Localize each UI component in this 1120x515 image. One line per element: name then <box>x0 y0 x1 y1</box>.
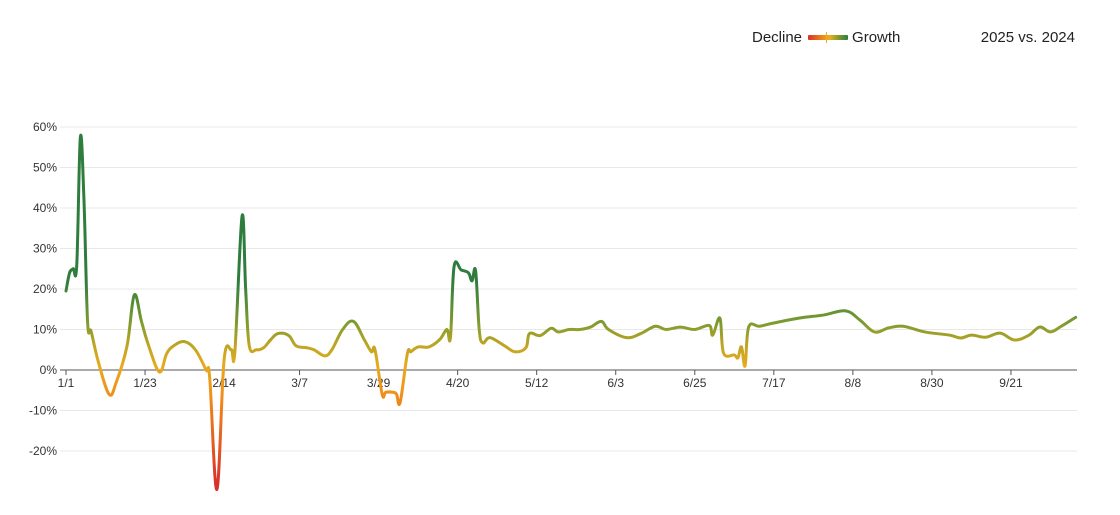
legend-gradient-bar <box>808 32 849 43</box>
y-tick-label: 20% <box>33 282 57 296</box>
x-tick-label: 8/8 <box>845 376 862 390</box>
x-tick-label: 8/30 <box>920 376 944 390</box>
x-tick-label: 2/14 <box>212 376 236 390</box>
x-tick-label: 4/20 <box>446 376 470 390</box>
series-line <box>64 133 1078 491</box>
y-tick-label: -20% <box>29 444 57 458</box>
y-tick-label: 50% <box>33 161 57 175</box>
x-tick-label: 3/7 <box>291 376 308 390</box>
y-tick-label: -10% <box>29 404 57 418</box>
y-tick-label: 0% <box>40 363 58 377</box>
x-tick-label: 6/25 <box>683 376 707 390</box>
y-tick-label: 40% <box>33 201 57 215</box>
y-tick-label: 30% <box>33 242 57 256</box>
x-tick-label: 1/23 <box>133 376 157 390</box>
x-tick-label: 5/12 <box>525 376 549 390</box>
x-tick-label: 9/21 <box>999 376 1023 390</box>
y-tick-label: 60% <box>33 120 57 134</box>
chart-title: 2025 vs. 2024 <box>980 29 1075 46</box>
x-tick-label: 1/1 <box>58 376 75 390</box>
y-tick-label: 10% <box>33 323 57 337</box>
legend-growth-label: Growth <box>852 29 901 46</box>
legend: Decline Growth <box>752 29 900 46</box>
legend-decline-label: Decline <box>752 29 803 46</box>
x-tick-label: 6/3 <box>607 376 624 390</box>
x-tick-label: 7/17 <box>762 376 786 390</box>
